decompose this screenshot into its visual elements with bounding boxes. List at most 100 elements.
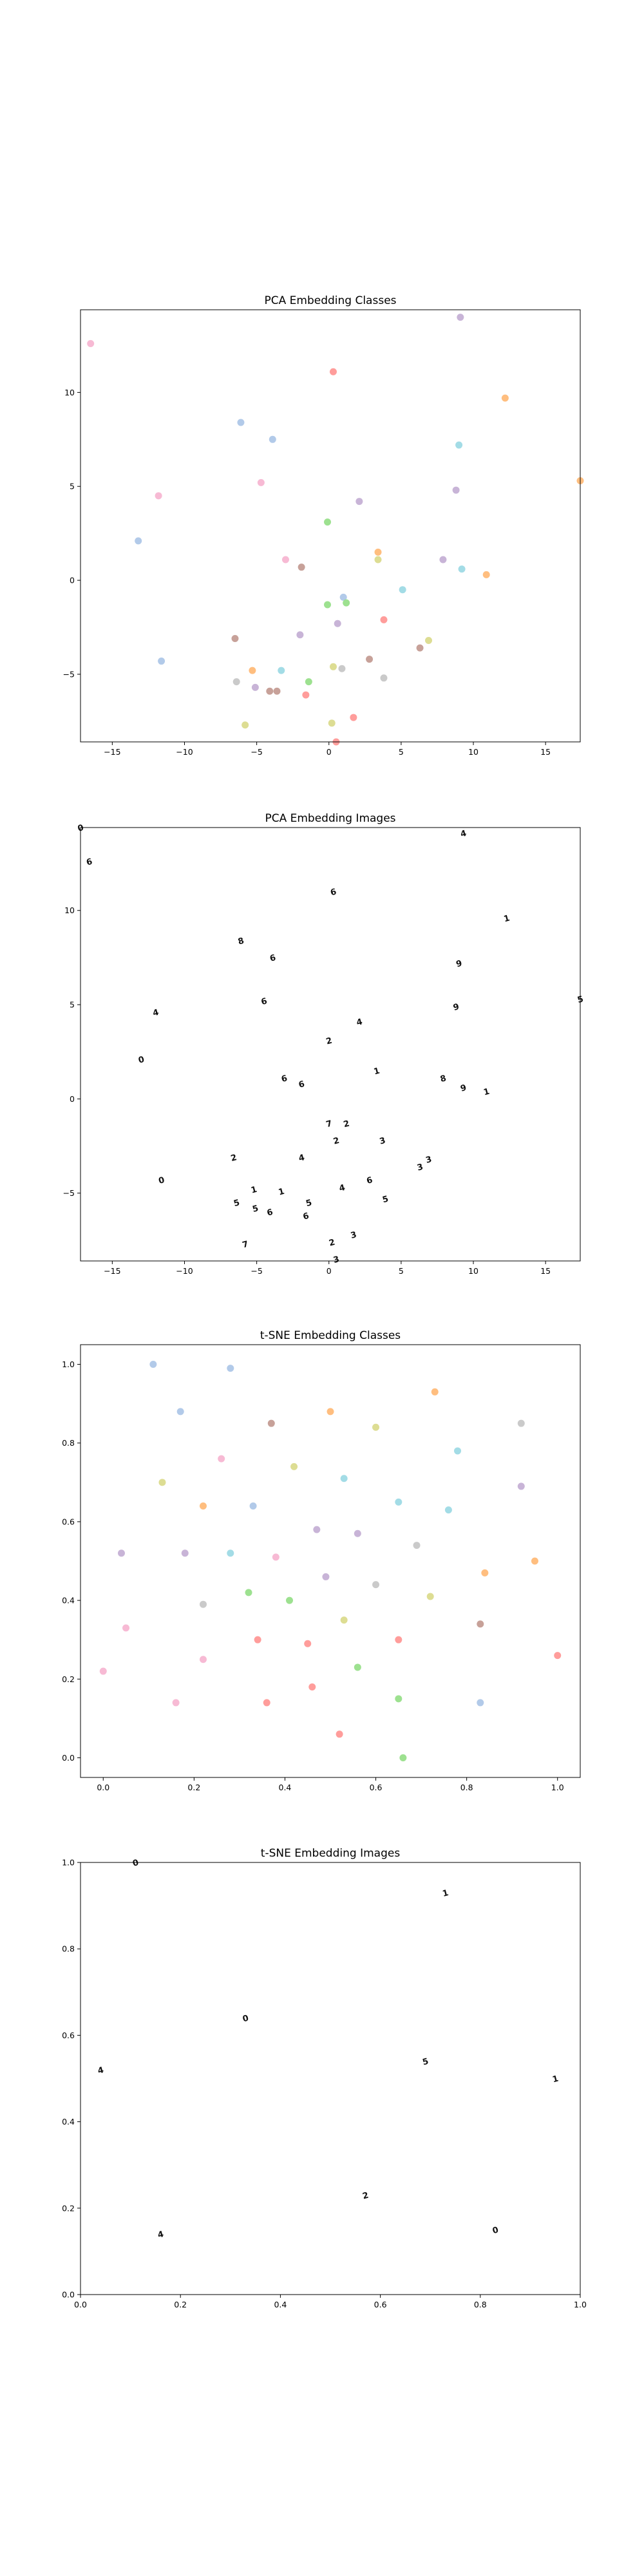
axes-frame [80, 1862, 581, 2295]
digit-image-mark: 1 [482, 1087, 491, 1098]
x-tick-label: −5 [251, 747, 262, 757]
y-tick-label: 0 [70, 576, 75, 585]
digit-image-mark: 5 [232, 1198, 241, 1209]
chart-panel-4: t-SNE Embedding Images 0 1 0 5 4 1 2 4 0 0.0 0.2 0.4… [62, 1847, 587, 2309]
digit-image-mark: 8 [237, 936, 245, 947]
x-tick-label: 0.8 [460, 1783, 473, 1792]
data-point [340, 1475, 348, 1482]
digit-image-mark: 5 [251, 1204, 260, 1215]
digit-image-mark: 6 [330, 887, 338, 898]
data-point [554, 1652, 562, 1660]
data-point [249, 1502, 257, 1510]
digit-image-mark: 1 [250, 1185, 258, 1196]
x-tick-label: −15 [104, 747, 120, 757]
data-point [158, 658, 166, 665]
data-point [399, 586, 406, 594]
y-tick-label: 10 [64, 388, 75, 397]
chart-title: PCA Embedding Classes [264, 294, 396, 307]
digit-image-mark: 4 [97, 2065, 105, 2076]
data-point [413, 1542, 421, 1549]
data-point [286, 1596, 294, 1604]
digit-image-mark: 1 [278, 1187, 286, 1198]
chart-title: t-SNE Embedding Classes [260, 1329, 401, 1342]
data-point [308, 1683, 316, 1690]
y-tick-label: 0.0 [62, 2290, 75, 2300]
x-tick-label: 15 [540, 1266, 551, 1276]
data-point [334, 620, 341, 627]
digit-image-mark: 7 [325, 1119, 334, 1130]
data-point [263, 1699, 270, 1707]
data-point [305, 678, 312, 686]
data-marks [87, 314, 584, 746]
x-tick-label: 0.6 [374, 2300, 387, 2309]
digit-image-mark: 1 [442, 1888, 450, 1899]
chart-title: t-SNE Embedding Images [261, 1847, 401, 1860]
data-point [517, 1482, 525, 1490]
data-point [324, 518, 332, 526]
data-point [374, 556, 382, 564]
x-tick-label: −5 [251, 1266, 262, 1276]
data-point [181, 1549, 189, 1557]
data-point [249, 667, 256, 674]
data-point [266, 687, 274, 695]
y-tick-label: 1.0 [62, 1858, 75, 1868]
digit-image-mark: 3 [350, 1230, 358, 1241]
y-tick-label: 0.2 [62, 1674, 75, 1684]
x-tick-label: 0.4 [274, 2300, 287, 2309]
data-point [302, 691, 310, 699]
digit-image-mark: 4 [459, 829, 468, 840]
data-point [338, 665, 346, 672]
data-point [431, 1388, 439, 1396]
data-point [329, 663, 337, 670]
x-tick-label: 0.0 [97, 1783, 109, 1792]
data-point [155, 492, 162, 500]
data-point [350, 714, 357, 721]
y-tick-label: 0.8 [62, 1438, 75, 1448]
data-point [281, 556, 289, 564]
digit-image-mark: 0 [158, 1175, 166, 1186]
data-point [199, 1600, 207, 1608]
y-tick-label: 0.6 [62, 1517, 75, 1526]
data-point [339, 593, 347, 601]
data-point [117, 1549, 125, 1557]
data-point [176, 1408, 184, 1416]
data-point [304, 1640, 312, 1647]
data-point [327, 1408, 334, 1416]
data-point [354, 1530, 361, 1537]
data-point [269, 435, 276, 443]
data-point [439, 556, 447, 564]
x-tick-label: −15 [104, 1266, 120, 1276]
chart-panel-3: t-SNE Embedding Classes 0.0 0.2 0.4 0.6 0.8 1.… [62, 1329, 581, 1792]
data-point [374, 548, 382, 556]
digit-image-mark: 2 [230, 1153, 238, 1164]
digit-image-mark: 2 [361, 2191, 370, 2202]
x-tick-label: 10 [468, 1266, 478, 1276]
digit-image-mark: 1 [373, 1066, 381, 1077]
digit-image-mark: 6 [302, 1211, 310, 1222]
digit-image-mark: 5 [422, 2057, 430, 2068]
chart-panel-2: PCA Embedding Images06461869469542016689… [63, 812, 585, 1276]
data-point [477, 1620, 484, 1628]
data-point [322, 1573, 330, 1580]
digit-image-mark: 6 [280, 1074, 289, 1084]
digit-image-mark: 6 [266, 1208, 274, 1218]
data-point [254, 1636, 261, 1643]
data-point [257, 478, 265, 486]
digit-image-mark: 3 [379, 1136, 387, 1147]
digit-image-mark: 2 [328, 1238, 336, 1249]
data-point [227, 1365, 234, 1372]
data-point [457, 314, 464, 321]
digit-image-mark: 2 [343, 1119, 351, 1130]
data-point [452, 486, 460, 494]
x-tick-label: −10 [176, 747, 193, 757]
digit-image-mark: 6 [298, 1079, 306, 1090]
digit-image-mark: 0 [242, 2014, 250, 2025]
x-tick-label: 0.8 [474, 2300, 487, 2309]
data-point [444, 1506, 452, 1514]
digit-image-mark: 3 [416, 1162, 424, 1173]
data-point [231, 635, 239, 643]
x-tick-label: −10 [176, 1266, 193, 1276]
data-point [366, 656, 374, 663]
data-point [313, 1526, 321, 1533]
y-tick-label: 0.4 [62, 2117, 75, 2126]
